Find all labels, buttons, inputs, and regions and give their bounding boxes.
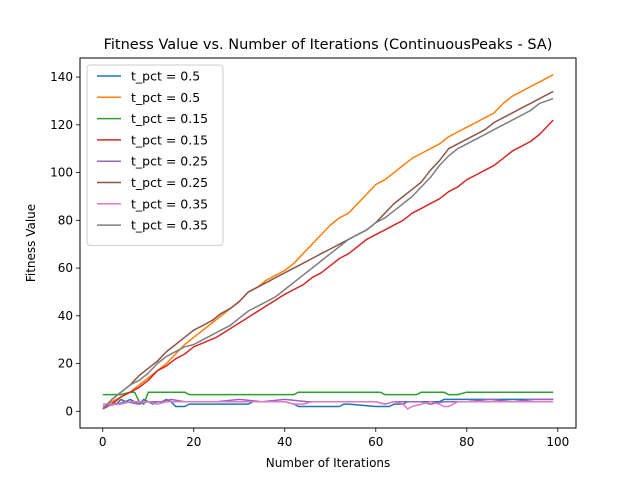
legend: t_pct = 0.5 t_pct = 0.5 t_pct = 0.15 t_pct … (86, 64, 224, 246)
series-line-5 (102, 398, 554, 408)
y-tick-label: 40 (58, 309, 73, 323)
y-tick-label: 140 (50, 70, 73, 84)
series-line-3 (102, 391, 554, 405)
legend-label: t_pct = 0.25 (131, 175, 208, 190)
x-tick-label: 60 (368, 435, 383, 449)
legend-box (86, 64, 224, 246)
x-axis: 0 20 40 60 80 100 (99, 428, 569, 449)
y-tick-label: 20 (58, 357, 73, 371)
plot-frame (79, 57, 577, 429)
legend-label: t_pct = 0.25 (131, 154, 208, 169)
legend-label: t_pct = 0.15 (131, 111, 208, 126)
series-line-4 (102, 119, 554, 410)
series-line-6 (102, 90, 554, 410)
legend-label: t_pct = 0.35 (131, 218, 208, 233)
y-tick-label: 60 (58, 261, 73, 275)
legend-label: t_pct = 0.15 (131, 132, 208, 147)
series-line-8 (102, 97, 554, 410)
series-line-1 (102, 398, 554, 410)
y-tick-label: 0 (65, 404, 73, 418)
x-tick-label: 20 (186, 435, 201, 449)
y-tick-label: 80 (58, 213, 73, 227)
legend-label: t_pct = 0.5 (131, 69, 200, 84)
y-tick-label: 120 (50, 118, 73, 132)
x-tick-label: 40 (277, 435, 292, 449)
plot-lines (102, 74, 554, 410)
x-tick-label: 80 (459, 435, 474, 449)
legend-label: t_pct = 0.35 (131, 196, 208, 211)
y-axis-label: Fitness Value (24, 204, 38, 282)
series-line-7 (102, 400, 554, 410)
series-line-2 (102, 74, 554, 410)
x-axis-label: Number of Iterations (266, 456, 391, 470)
y-axis: 0 20 40 60 80 100 120 140 (50, 70, 80, 418)
chart-title: Fitness Value vs. Number of Iterations (… (104, 37, 553, 53)
x-tick-label: 0 (99, 435, 107, 449)
y-tick-label: 100 (50, 166, 73, 180)
legend-label: t_pct = 0.5 (131, 90, 200, 105)
x-tick-label: 100 (546, 435, 569, 449)
